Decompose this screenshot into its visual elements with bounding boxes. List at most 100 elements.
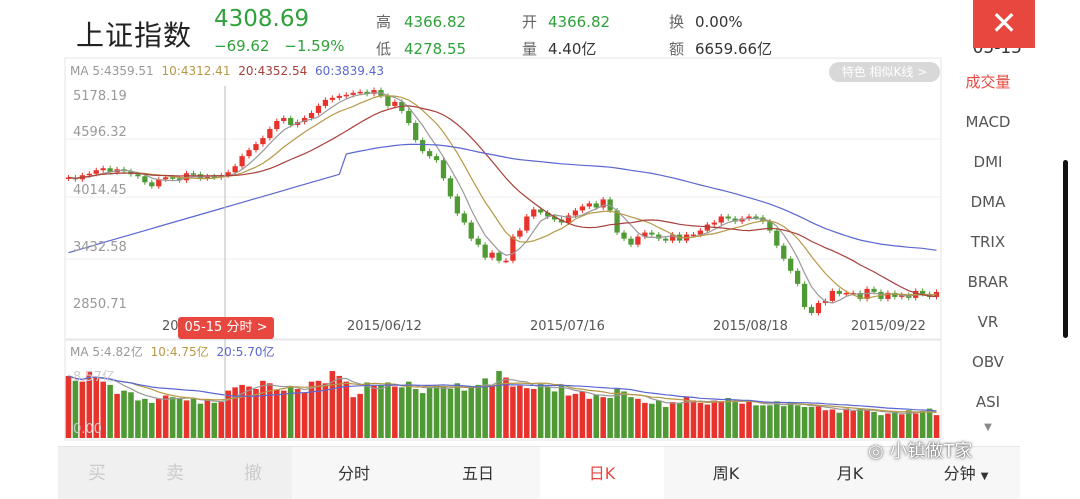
volume-bar xyxy=(718,401,725,438)
tab-obv[interactable]: OBV xyxy=(972,353,1004,371)
volume-bar xyxy=(107,384,113,438)
candle-body xyxy=(718,216,724,223)
volume-bar xyxy=(468,386,475,438)
candle-body xyxy=(183,173,190,181)
candle-body xyxy=(746,216,752,219)
tab-minute[interactable]: 分钟 ▼ xyxy=(943,464,989,483)
candle-body xyxy=(933,291,940,297)
volume-bar xyxy=(843,408,850,438)
candle-body xyxy=(829,290,835,301)
volume-bar xyxy=(350,397,356,438)
tab-daily-k[interactable]: 日K xyxy=(540,447,664,499)
y-tick-label: 4596.32 xyxy=(73,125,127,140)
y-tick-label: 4014.45 xyxy=(73,183,127,198)
volume-bar xyxy=(558,384,565,438)
tab-dmi[interactable]: DMI xyxy=(973,153,1003,171)
volume-bar xyxy=(815,406,822,438)
high-stat: 高 4366.82 xyxy=(376,13,467,31)
volume-bar xyxy=(822,410,829,438)
volume-bar xyxy=(489,385,495,438)
candle-body xyxy=(107,168,113,173)
sell-button[interactable]: 卖 xyxy=(136,447,214,499)
volume-bar xyxy=(871,411,877,438)
volume-bar xyxy=(767,405,773,438)
candle-body xyxy=(656,234,662,239)
tab-macd[interactable]: MACD xyxy=(965,113,1011,131)
candle-body xyxy=(350,92,356,95)
volume-bar xyxy=(739,403,745,438)
cursor-date-tag[interactable]: 05-15 分时 > xyxy=(178,317,274,339)
candle-body xyxy=(322,99,329,106)
tab-dma[interactable]: DMA xyxy=(970,193,1006,211)
price-change: −69.62 −1.59% xyxy=(214,37,355,55)
volume-bar xyxy=(225,390,231,438)
volume-bar xyxy=(614,388,620,438)
volume-bar xyxy=(926,408,933,438)
candle-body xyxy=(649,232,655,235)
volume-bar xyxy=(308,381,315,438)
candle-body xyxy=(135,174,141,177)
more-down-icon[interactable]: ▼ xyxy=(984,422,992,433)
vol-ma5-line xyxy=(68,375,937,414)
candle-body xyxy=(225,172,231,176)
tab-intraday[interactable]: 分时 xyxy=(337,464,370,483)
volume-bar xyxy=(364,382,370,438)
volume-bar xyxy=(878,415,884,438)
volume-bar xyxy=(572,393,579,438)
volume-bar xyxy=(301,392,308,438)
scrollbar[interactable] xyxy=(1063,160,1068,338)
volume-bar xyxy=(405,381,412,438)
volume-bar xyxy=(162,395,169,438)
volume-bar xyxy=(239,384,245,438)
volume-bar xyxy=(419,393,426,438)
volume-bar xyxy=(72,380,79,438)
candle-body xyxy=(767,221,773,231)
turnover-value: 0.00% xyxy=(695,13,743,31)
buy-button[interactable]: 买 xyxy=(58,447,136,499)
candle-body xyxy=(899,294,905,297)
candle-body xyxy=(454,196,460,214)
volume-bar xyxy=(933,415,940,438)
candle-body xyxy=(697,230,704,235)
candle-body xyxy=(565,215,572,223)
candle-body xyxy=(433,156,440,161)
candle-body xyxy=(253,144,259,151)
candle-body xyxy=(420,140,426,152)
vol-max-label: 8.57亿 xyxy=(73,370,115,385)
candle-body xyxy=(732,218,738,222)
close-button[interactable]: ✕ xyxy=(973,0,1035,48)
volume-bar xyxy=(787,402,794,438)
candle-body xyxy=(86,173,92,176)
ma5-label: MA 5:4359.51 xyxy=(70,64,154,78)
change-value: −69.62 xyxy=(214,37,270,55)
candle-body xyxy=(496,252,502,261)
candle-body xyxy=(670,234,676,241)
candle-body xyxy=(364,91,370,94)
tab-trix[interactable]: TRIX xyxy=(970,233,1006,251)
tab-asi[interactable]: ASI xyxy=(975,393,1001,411)
tab-brar[interactable]: BRAR xyxy=(967,273,1009,291)
candle-body xyxy=(920,290,926,294)
candle-body xyxy=(288,117,294,126)
cancel-order-button[interactable]: 撤 xyxy=(214,447,292,499)
candle-body xyxy=(385,95,391,106)
change-percent: −1.59% xyxy=(284,37,345,55)
tab-vr[interactable]: VR xyxy=(977,313,999,331)
candle-body xyxy=(621,232,627,239)
volume-bar xyxy=(732,402,738,438)
volume-bar xyxy=(114,393,120,438)
candle-body xyxy=(503,260,509,263)
volume-bar xyxy=(169,397,176,438)
candle-body xyxy=(142,176,148,183)
tab-monthly-k[interactable]: 月K xyxy=(836,464,864,483)
volume-bar xyxy=(378,384,384,438)
similar-kline-button[interactable]: 特色 相似K线 > xyxy=(829,62,940,82)
volume-bar xyxy=(530,388,537,438)
volume-bar xyxy=(155,398,162,438)
candle-body xyxy=(260,138,266,145)
tab-weekly-k[interactable]: 周K xyxy=(712,464,740,483)
tab-five-day[interactable]: 五日 xyxy=(461,464,494,483)
tab-volume[interactable]: 成交量 xyxy=(965,73,1011,91)
candle-body xyxy=(524,216,530,231)
